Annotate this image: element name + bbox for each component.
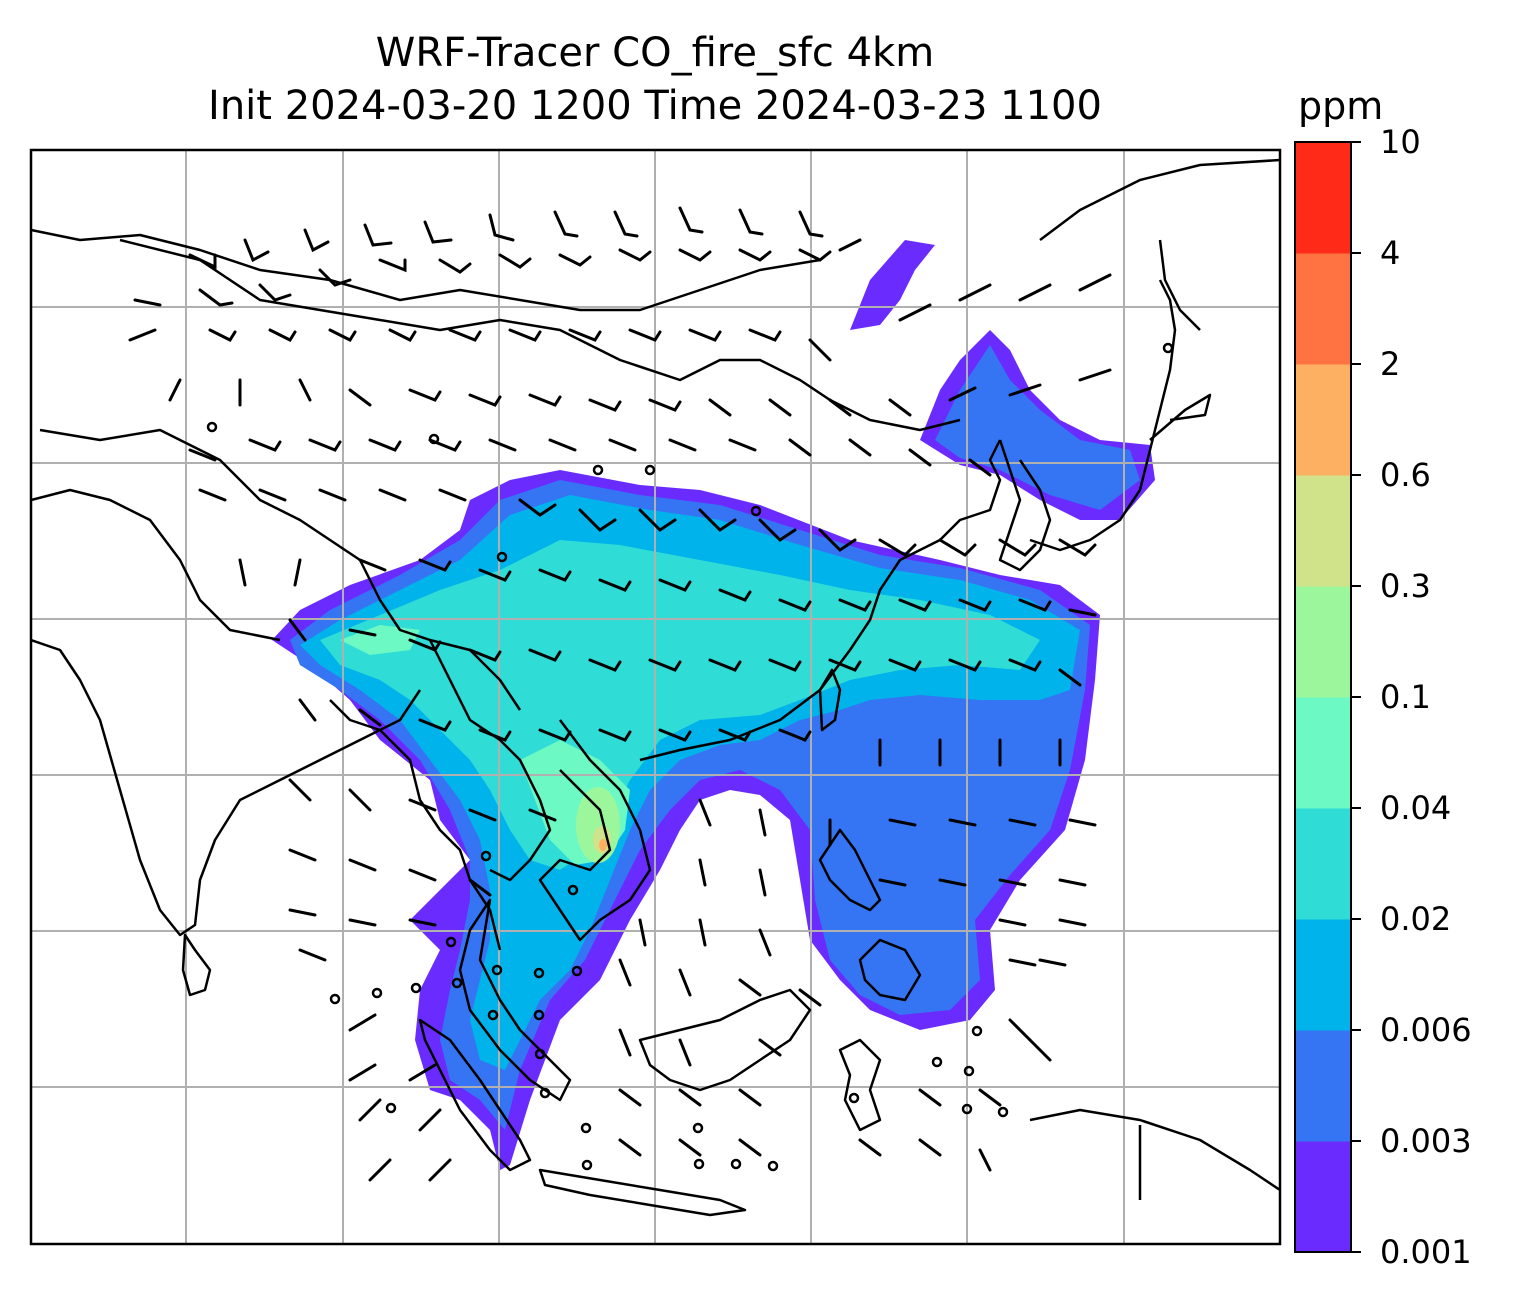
- sulawesi-outline: [838, 1038, 882, 1132]
- russia-coast: [1039, 158, 1280, 241]
- figure-title-line-2: Init 2024-03-20 1200 Time 2024-03-23 110…: [208, 83, 1102, 129]
- colorbar-segment: [1295, 808, 1351, 920]
- philippines-luzon: [818, 828, 882, 912]
- new-guinea-outline: [1029, 1108, 1280, 1192]
- malay-peninsula: [458, 898, 572, 1102]
- colorbar-segment: [1295, 364, 1351, 476]
- japan-islands: [1029, 279, 1212, 552]
- india-coastline: [31, 638, 422, 937]
- china-mongolia-border: [119, 238, 961, 432]
- map-frame: [29, 148, 1282, 1246]
- korea-peninsula: [998, 439, 1052, 572]
- china-coast: [639, 439, 1002, 762]
- taiwan-outline: [818, 668, 842, 732]
- borneo-outline: [638, 988, 812, 1092]
- colorbar-segment: [1295, 919, 1351, 1031]
- colorbar-segment: [1295, 1030, 1351, 1142]
- colorbar-tick-label: 0.003: [1380, 1122, 1472, 1160]
- colorbar-tick-label: 2: [1380, 345, 1401, 383]
- china-inner-borders: [39, 428, 522, 711]
- bangladesh-myanmar-coast: [329, 699, 502, 951]
- co-level-0.003-northeast: [935, 345, 1140, 510]
- map-plot-area: [31, 150, 1280, 1244]
- russia-mongolia-border: [31, 228, 821, 312]
- colorbar-segment: [1295, 475, 1351, 587]
- sakhalin-outline: [1158, 239, 1201, 331]
- colorbar-segment: [1295, 586, 1351, 698]
- colorbar-segment: [1295, 697, 1351, 809]
- colorbar-segment: [1295, 142, 1351, 254]
- colorbar-segment: [1295, 1141, 1351, 1253]
- colorbar-tick-label: 0.3: [1380, 567, 1431, 605]
- sumatra-outline: [418, 1018, 532, 1172]
- colorbar-tick-label: 0.1: [1380, 678, 1431, 716]
- southeast-asia-borders: [428, 639, 552, 882]
- co-level-0.6: [599, 839, 607, 851]
- colorbar-tick-label: 0.6: [1380, 456, 1431, 494]
- wind-barbs: [128, 206, 1112, 1182]
- philippines-mindanao: [858, 938, 922, 1002]
- co-level-0.001-north: [850, 240, 935, 330]
- coastlines-borders: [31, 158, 1280, 1217]
- calm-wind-markers: [206, 342, 1174, 1172]
- colorbar-tick-label: 0.001: [1380, 1233, 1472, 1271]
- colorbar-tick-label: 0.02: [1380, 900, 1452, 938]
- indochina-coast: [538, 719, 652, 942]
- colorbar: [1294, 141, 1361, 1253]
- colorbar-tick-label: 4: [1380, 234, 1401, 272]
- map-gridlines: [31, 150, 1280, 1244]
- colorbar-tick-label: 10: [1380, 123, 1421, 161]
- colorbar-segment: [1295, 253, 1351, 365]
- colorbar-tick-label: 0.006: [1380, 1011, 1472, 1049]
- colorbar-tick-label: 0.04: [1380, 789, 1452, 827]
- figure-title-line-1: WRF-Tracer CO_fire_sfc 4km: [375, 30, 935, 76]
- central-asia-borders: [31, 488, 281, 642]
- sri-lanka-outline: [181, 933, 212, 997]
- java-outline: [538, 1168, 747, 1217]
